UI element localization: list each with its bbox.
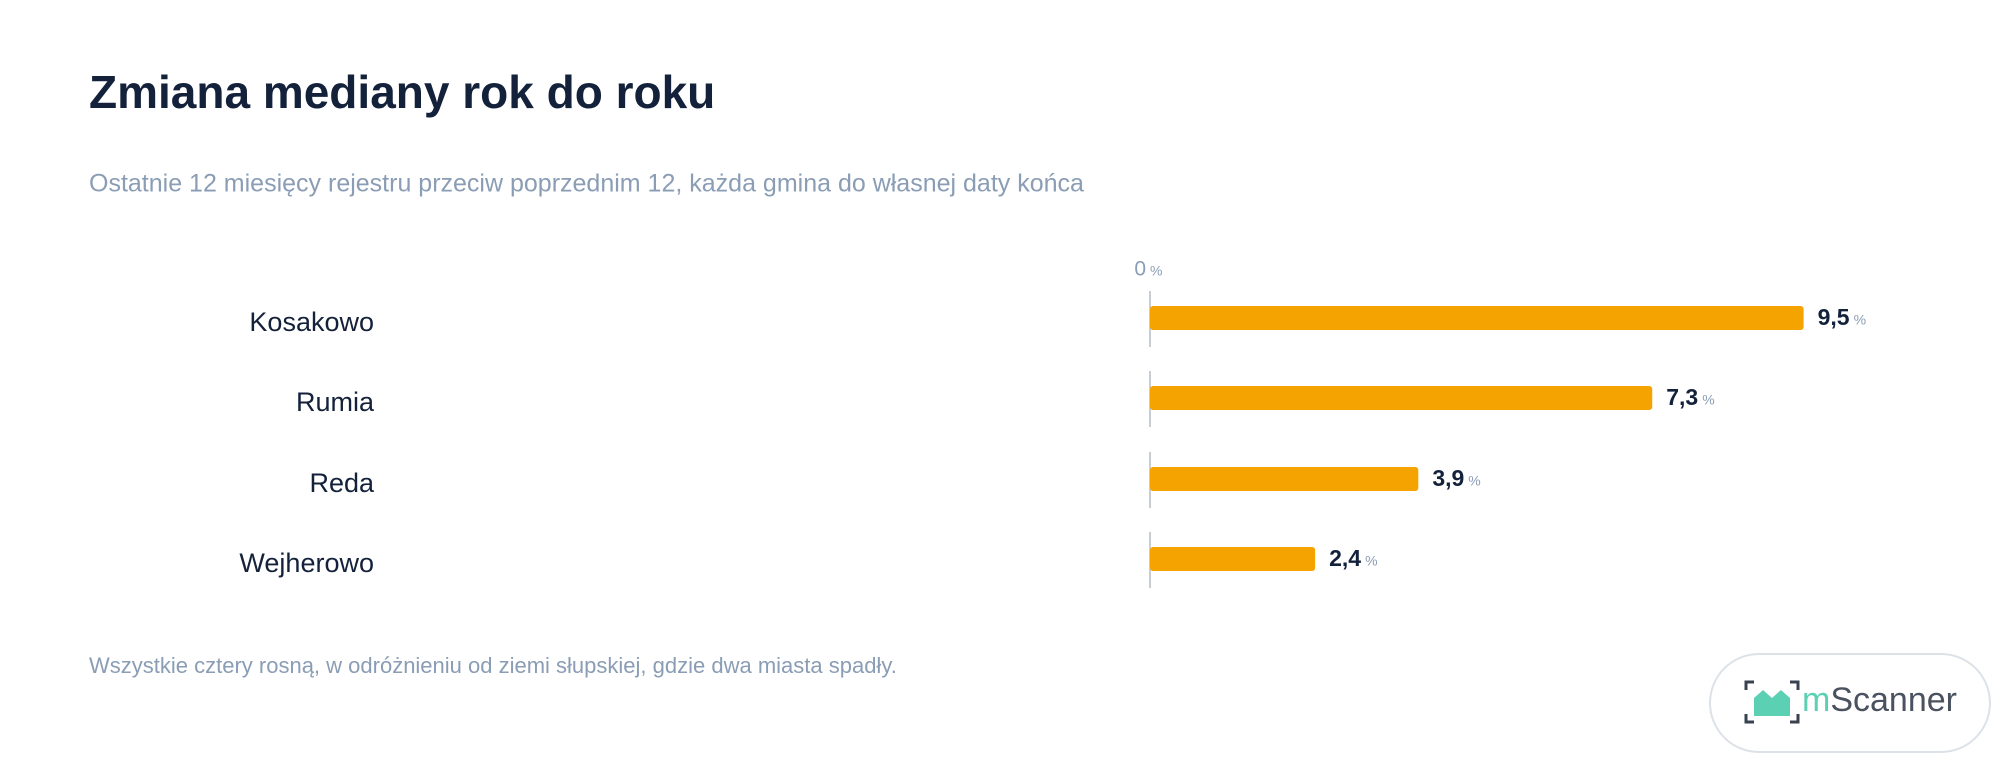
logo-house: [1754, 690, 1790, 716]
bar: [1150, 306, 1804, 330]
chart-note: Wszystkie cztery rosną, w odróżnieniu od…: [89, 653, 897, 678]
bar: [1150, 547, 1316, 571]
logo-frame: [1709, 653, 1991, 753]
value-label: 3,9: [1432, 465, 1464, 491]
value-label: 2,4: [1329, 545, 1361, 571]
value-unit: %: [1702, 392, 1714, 408]
value-label: 7,3: [1666, 384, 1698, 410]
x-tick-label: 0: [1134, 258, 1146, 281]
bar: [1150, 386, 1653, 410]
logo-icon: [1744, 680, 1800, 724]
chart-subtitle: Ostatnie 12 miesięcy rejestru przeciw po…: [89, 170, 1084, 198]
bar: [1150, 467, 1419, 491]
value-unit: %: [1468, 473, 1480, 489]
y-tick-label: Reda: [309, 468, 375, 498]
y-tick-label: Kosakowo: [249, 307, 374, 337]
value-unit: %: [1365, 553, 1377, 569]
value-unit: %: [1854, 312, 1866, 328]
value-label: 9,5: [1818, 304, 1850, 330]
chart-title: Zmiana mediany rok do roku: [89, 66, 715, 118]
x-tick-unit: %: [1150, 263, 1162, 279]
logo: mScanner: [1709, 653, 1991, 753]
logo-text: mScanner: [1802, 681, 1957, 719]
y-tick-label: Rumia: [296, 387, 375, 417]
y-tick-label: Wejherowo: [239, 548, 374, 578]
